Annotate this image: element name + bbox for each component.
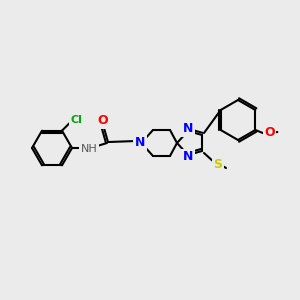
Text: Cl: Cl: [70, 115, 82, 125]
Text: N: N: [183, 151, 193, 164]
Text: O: O: [264, 127, 274, 140]
Text: NH: NH: [81, 144, 98, 154]
Text: S: S: [214, 158, 223, 170]
Text: O: O: [98, 115, 108, 128]
Text: N: N: [135, 136, 145, 149]
Text: N: N: [183, 122, 193, 136]
